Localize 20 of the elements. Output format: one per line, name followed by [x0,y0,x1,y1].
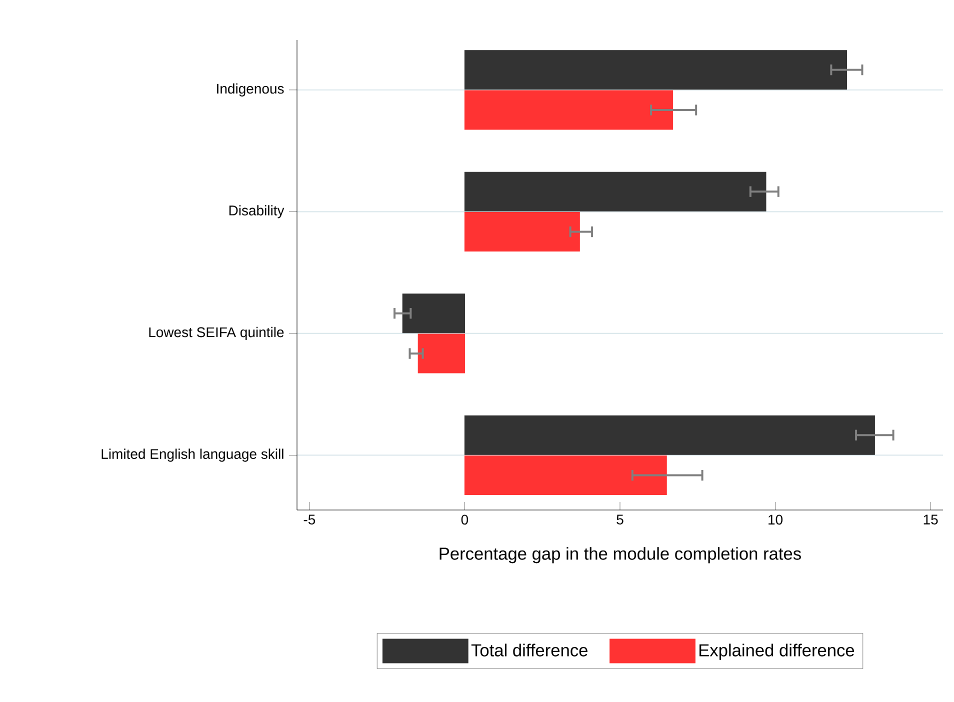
bar [402,294,465,334]
x-tick-label: -5 [304,514,316,524]
y-tick-label: Indigenous [217,83,284,96]
x-axis-title: Percentage gap in the module completion rates [440,547,801,564]
bar [464,456,667,496]
y-tick-label: Lowest SEIFA quintile [149,326,284,340]
x-tick-label: 5 [616,514,624,524]
legend-label: Total difference [471,644,588,656]
bar [464,172,766,212]
y-tick-label: Disability [229,205,284,218]
x-tick-label: 15 [924,514,938,524]
bar [464,212,580,252]
x-tick-label: 10 [768,514,783,525]
bar [464,90,674,130]
bar [464,50,847,90]
bar [418,334,465,374]
x-tick-label: 0 [461,514,468,525]
legend-label: Explained difference [700,644,854,660]
bar [464,415,875,455]
y-tick-label: Limited English language skill [102,448,284,462]
